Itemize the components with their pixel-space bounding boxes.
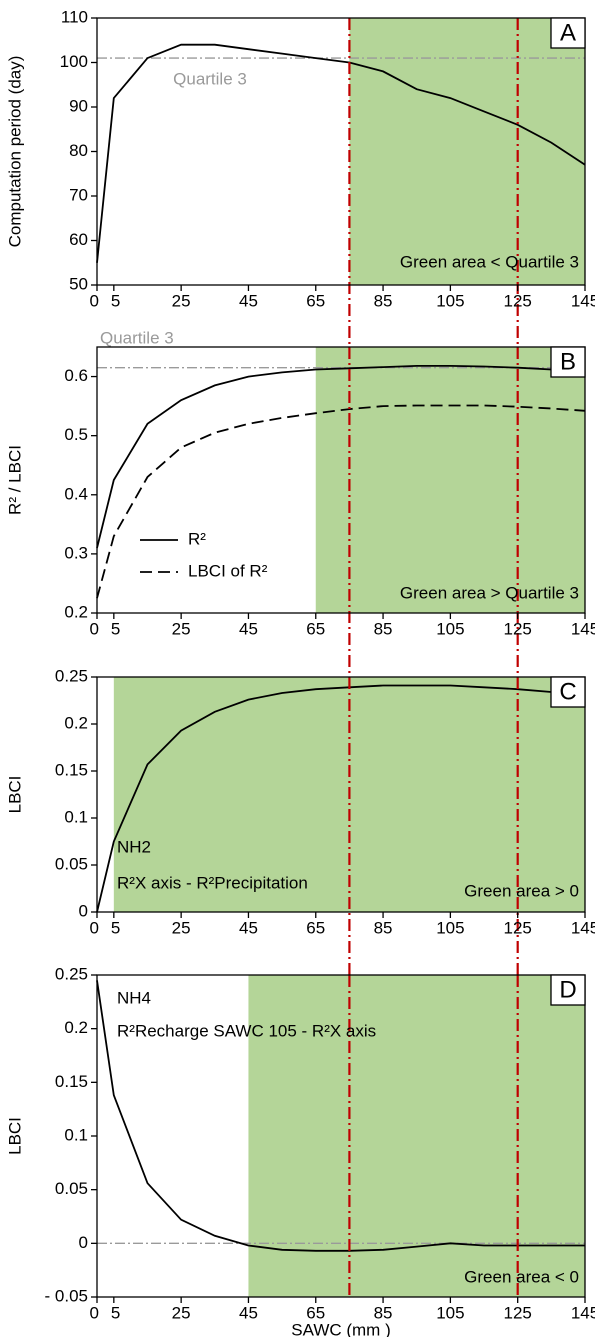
y-axis-title: LBCI bbox=[5, 776, 24, 814]
y-tick-label: 0.15 bbox=[55, 1072, 88, 1091]
green-area bbox=[315, 347, 585, 613]
x-tick-label: 125 bbox=[504, 619, 532, 638]
annotation: R²Recharge SAWC 105 - R²X axis bbox=[117, 1021, 376, 1040]
y-tick-label: 0.2 bbox=[64, 713, 88, 732]
y-tick-label: 0.2 bbox=[64, 1018, 88, 1037]
x-tick-label: 145 bbox=[571, 619, 595, 638]
y-tick-label: 80 bbox=[69, 141, 88, 160]
y-tick-label: 0 bbox=[79, 1233, 88, 1252]
x-tick-label: 45 bbox=[239, 1303, 258, 1322]
x-tick-label: 85 bbox=[374, 291, 393, 310]
x-tick-label: 105 bbox=[436, 291, 464, 310]
y-axis-title: LBCI bbox=[5, 1117, 24, 1155]
data-line bbox=[96, 980, 585, 1252]
y-tick-label: 60 bbox=[69, 230, 88, 249]
x-tick-label: 145 bbox=[571, 1303, 595, 1322]
legend-label: R² bbox=[188, 529, 206, 548]
y-tick-label: 0.05 bbox=[55, 1179, 88, 1198]
x-tick-label: 0 bbox=[90, 619, 99, 638]
x-tick-label: 0 bbox=[90, 918, 99, 937]
data-line bbox=[96, 404, 586, 599]
x-tick-label: 125 bbox=[504, 1303, 532, 1322]
x-tick-label: 85 bbox=[374, 918, 393, 937]
annotation: Green area > Quartile 3 bbox=[400, 583, 579, 602]
legend-label: LBCI of R² bbox=[188, 561, 268, 580]
annotation: Green area > 0 bbox=[464, 881, 579, 900]
x-tick-label: 105 bbox=[436, 619, 464, 638]
y-tick-label: 0.1 bbox=[64, 1125, 88, 1144]
green-area bbox=[349, 18, 585, 285]
x-tick-label: 145 bbox=[571, 291, 595, 310]
y-tick-label: 0.2 bbox=[64, 602, 88, 621]
annotation: Green area < Quartile 3 bbox=[400, 252, 579, 271]
y-tick-label: 50 bbox=[69, 274, 88, 293]
x-tick-label: 85 bbox=[374, 1303, 393, 1322]
y-tick-label: - 0.05 bbox=[45, 1286, 88, 1305]
y-axis-title: Computation period (day) bbox=[5, 56, 24, 248]
plot-frame bbox=[96, 346, 586, 614]
data-line bbox=[96, 365, 586, 549]
x-tick-label: 105 bbox=[436, 918, 464, 937]
y-tick-label: 0.25 bbox=[55, 964, 88, 983]
x-tick-label: 125 bbox=[504, 918, 532, 937]
panel-letter: D bbox=[559, 976, 576, 1003]
data-line bbox=[96, 684, 586, 913]
x-tick-label: 105 bbox=[436, 1303, 464, 1322]
x-tick-label: 65 bbox=[306, 1303, 325, 1322]
y-tick-label: 100 bbox=[60, 52, 88, 71]
panel-letter: B bbox=[560, 348, 576, 375]
x-tick-label: 85 bbox=[374, 619, 393, 638]
y-tick-label: 0.6 bbox=[64, 366, 88, 385]
y-tick-label: 0.5 bbox=[64, 425, 88, 444]
annotation: NH4 bbox=[117, 988, 151, 1007]
x-tick-label: 125 bbox=[504, 291, 532, 310]
x-tick-label: 45 bbox=[239, 619, 258, 638]
y-tick-label: 0.4 bbox=[64, 484, 88, 503]
x-tick-label: 65 bbox=[306, 619, 325, 638]
panel-box bbox=[550, 676, 586, 708]
x-tick-label: 65 bbox=[306, 918, 325, 937]
y-tick-label: 0.3 bbox=[64, 543, 88, 562]
panel-box bbox=[550, 17, 586, 49]
y-tick-label: 0.05 bbox=[55, 854, 88, 873]
y-axis-title: R² / LBCI bbox=[5, 445, 24, 515]
x-axis-title: SAWC (mm ) bbox=[291, 1320, 390, 1337]
x-tick-label: 5 bbox=[111, 1303, 120, 1322]
x-tick-label: 25 bbox=[172, 291, 191, 310]
y-tick-label: 90 bbox=[69, 96, 88, 115]
x-tick-label: 45 bbox=[239, 918, 258, 937]
x-tick-label: 5 bbox=[111, 619, 120, 638]
y-tick-label: 0.1 bbox=[64, 807, 88, 826]
reference-label: Quartile 3 bbox=[100, 328, 174, 347]
x-tick-label: 25 bbox=[172, 918, 191, 937]
x-tick-label: 25 bbox=[172, 1303, 191, 1322]
panel-box bbox=[550, 974, 586, 1006]
annotation: R²X axis - R²Precipitation bbox=[117, 873, 308, 892]
y-tick-label: 0.25 bbox=[55, 666, 88, 685]
annotation: Green area < 0 bbox=[464, 1267, 579, 1286]
y-tick-label: 0.15 bbox=[55, 760, 88, 779]
y-tick-label: 0 bbox=[79, 901, 88, 920]
x-tick-label: 5 bbox=[111, 291, 120, 310]
x-tick-label: 0 bbox=[90, 291, 99, 310]
x-tick-label: 5 bbox=[111, 918, 120, 937]
x-tick-label: 145 bbox=[571, 918, 595, 937]
x-tick-label: 45 bbox=[239, 291, 258, 310]
y-tick-label: 70 bbox=[69, 185, 88, 204]
data-line bbox=[96, 43, 586, 263]
x-tick-label: 65 bbox=[306, 291, 325, 310]
panel-letter: A bbox=[560, 19, 576, 46]
annotation: NH2 bbox=[117, 837, 151, 856]
x-tick-label: 0 bbox=[90, 1303, 99, 1322]
reference-label: Quartile 3 bbox=[173, 69, 247, 88]
panel-box bbox=[550, 346, 586, 378]
panel-letter: C bbox=[559, 678, 576, 705]
y-tick-label: 110 bbox=[61, 7, 88, 26]
plot-frame bbox=[96, 676, 586, 913]
x-tick-label: 25 bbox=[172, 619, 191, 638]
